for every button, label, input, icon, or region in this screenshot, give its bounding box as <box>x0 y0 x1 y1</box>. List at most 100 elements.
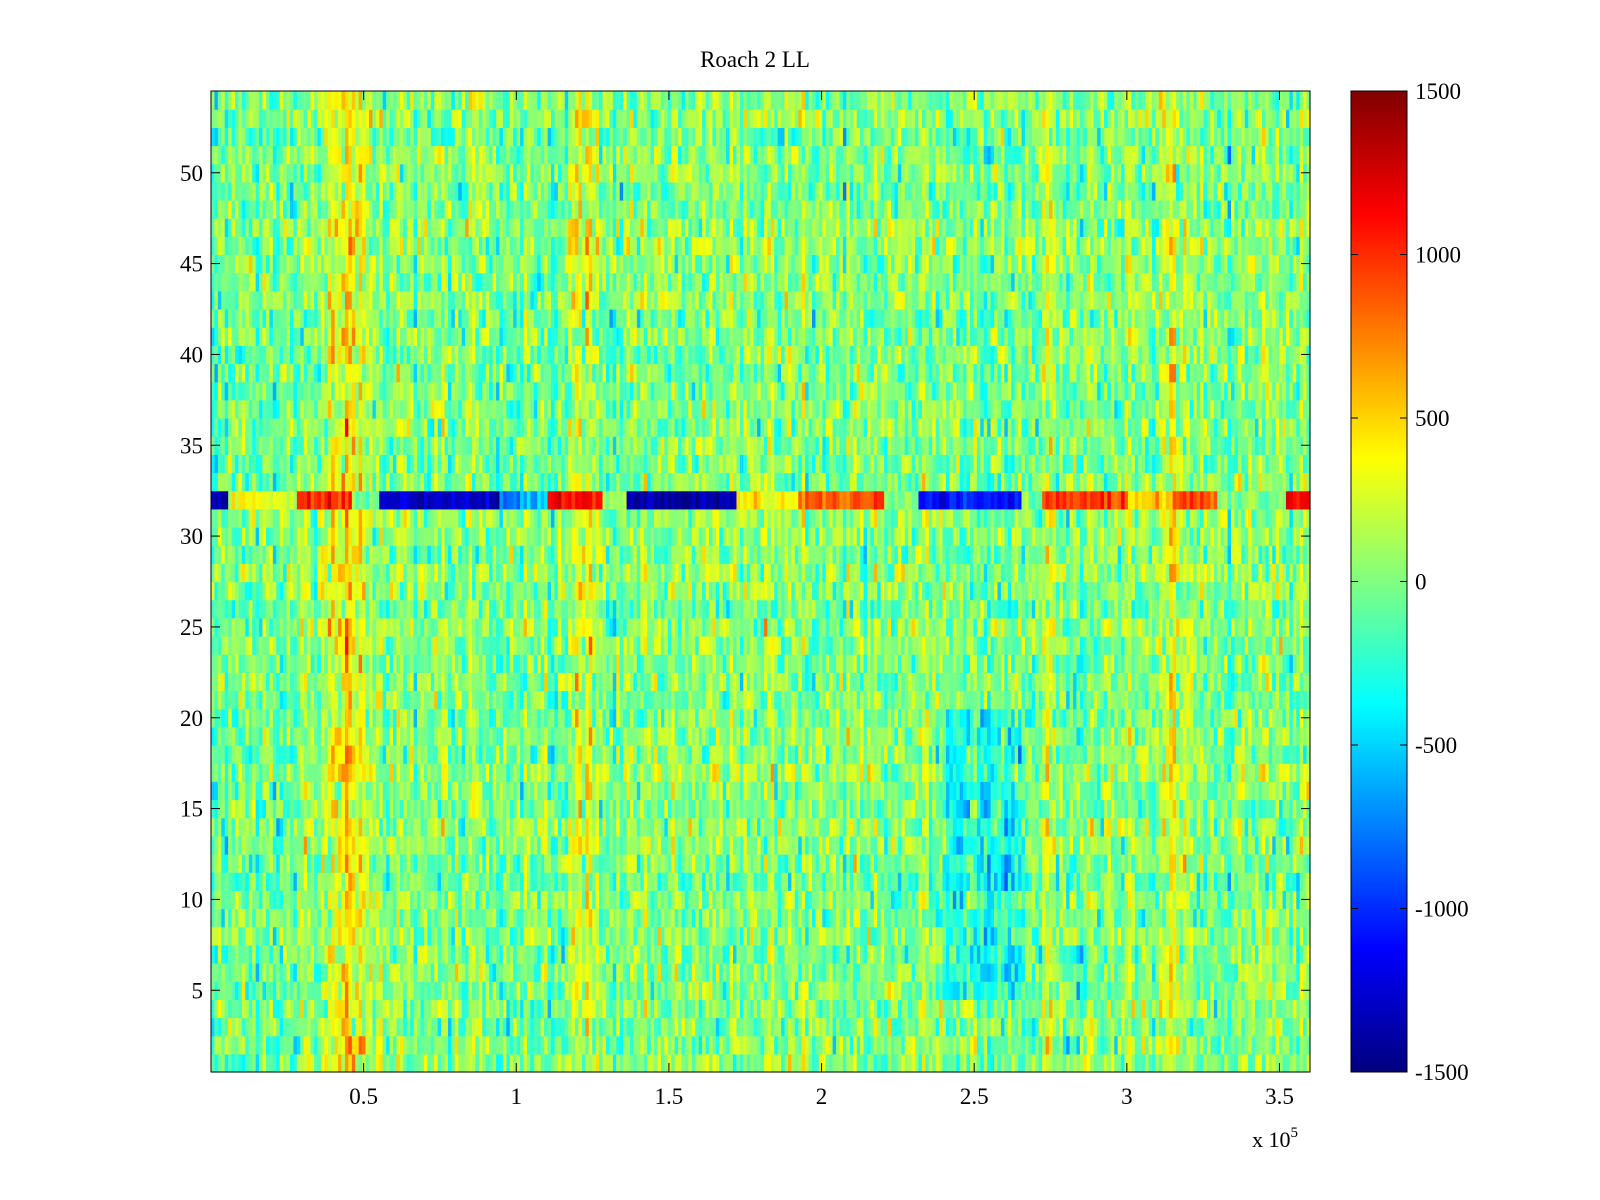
heat-cell <box>568 1054 572 1073</box>
heat-cell <box>297 999 301 1018</box>
heat-cell <box>465 999 469 1018</box>
heat-cell <box>1200 999 1204 1018</box>
heat-cell <box>664 963 668 982</box>
heat-cell <box>1286 1018 1290 1037</box>
heat-cell <box>1152 999 1156 1018</box>
heat-cell <box>290 999 294 1018</box>
heat-cell <box>723 1054 727 1073</box>
heat-cell <box>1197 999 1201 1018</box>
heat-cell <box>1238 1018 1242 1037</box>
heat-cell <box>1059 999 1063 1018</box>
heat-cell <box>1066 1018 1070 1037</box>
heat-cell <box>1087 963 1091 982</box>
heat-cell <box>527 999 531 1018</box>
heat-cell <box>960 1036 964 1055</box>
heat-cell <box>1035 963 1039 982</box>
heat-cell <box>517 1036 521 1055</box>
heat-cell <box>228 1054 232 1073</box>
heat-cell <box>1231 1036 1235 1055</box>
heat-cell <box>530 999 534 1018</box>
heat-cell <box>1032 1036 1036 1055</box>
heat-cell <box>362 1036 366 1055</box>
heat-cell <box>761 999 765 1018</box>
heat-cell <box>671 1054 675 1073</box>
heat-cell <box>991 963 995 982</box>
heat-cell <box>1258 1036 1262 1055</box>
heat-cell <box>245 981 249 1000</box>
heat-cell <box>386 981 390 1000</box>
heat-cell <box>479 1054 483 1073</box>
heat-cell <box>853 1054 857 1073</box>
heat-cell <box>1125 963 1129 982</box>
heat-cell <box>699 1036 703 1055</box>
heat-cell <box>414 963 418 982</box>
heat-cell <box>304 999 308 1018</box>
heat-cell <box>304 981 308 1000</box>
heat-cell <box>994 1054 998 1073</box>
heat-cell <box>1128 1018 1132 1037</box>
heat-cell <box>575 963 579 982</box>
heat-cell <box>1131 1018 1135 1037</box>
heat-cell <box>1015 1018 1019 1037</box>
heat-cell <box>836 1036 840 1055</box>
heat-cell <box>1296 1054 1300 1073</box>
heat-cell <box>469 981 473 1000</box>
heat-cell <box>1207 963 1211 982</box>
heat-cell <box>657 1036 661 1055</box>
heat-cell <box>465 1054 469 1073</box>
heat-cell <box>888 1036 892 1055</box>
heat-cell <box>517 1054 521 1073</box>
heat-cell <box>314 945 318 964</box>
heat-cell <box>366 945 370 964</box>
heat-cell <box>372 945 376 964</box>
heat-cell <box>1097 1054 1101 1073</box>
heat-cell <box>1070 999 1074 1018</box>
heat-cell <box>884 1036 888 1055</box>
heat-cell <box>627 1054 631 1073</box>
heat-cell <box>1262 981 1266 1000</box>
heat-cell <box>997 1036 1001 1055</box>
heat-cell <box>496 1036 500 1055</box>
heat-cell <box>290 1054 294 1073</box>
heat-cell <box>1283 1018 1287 1037</box>
heat-cell <box>396 981 400 1000</box>
heat-cell <box>898 1054 902 1073</box>
heat-cell <box>510 1054 514 1073</box>
heat-cell <box>1183 963 1187 982</box>
heat-cell <box>1052 1036 1056 1055</box>
heat-cell <box>1241 1036 1245 1055</box>
heat-cell <box>1214 981 1218 1000</box>
heat-cell <box>424 1018 428 1037</box>
heat-cell <box>857 1018 861 1037</box>
heat-cell <box>462 1018 466 1037</box>
heat-cell <box>386 999 390 1018</box>
heat-cell <box>342 963 346 982</box>
heat-cell <box>1173 1054 1177 1073</box>
heat-cell <box>479 1036 483 1055</box>
heat-cell <box>335 963 339 982</box>
heat-cell <box>798 999 802 1018</box>
heat-cell <box>256 963 260 982</box>
heat-cell <box>376 1054 380 1073</box>
heat-cell <box>864 963 868 982</box>
heat-cell <box>228 945 232 964</box>
heat-cell <box>709 1054 713 1073</box>
heat-cell <box>455 999 459 1018</box>
heat-cell <box>1094 981 1098 1000</box>
heat-cell <box>362 999 366 1018</box>
heat-cell <box>335 1036 339 1055</box>
heat-cell <box>623 981 627 1000</box>
heat-cell <box>853 963 857 982</box>
heat-cell <box>534 1054 538 1073</box>
heat-cell <box>733 1018 737 1037</box>
heat-cell <box>657 1018 661 1037</box>
heat-cell <box>1279 981 1283 1000</box>
heat-cell <box>293 1036 297 1055</box>
heat-cell <box>366 1036 370 1055</box>
heat-cell <box>403 1054 407 1073</box>
heat-cell <box>225 1018 229 1037</box>
heat-cell <box>1076 981 1080 1000</box>
heat-cell <box>798 1018 802 1037</box>
heat-cell <box>393 999 397 1018</box>
heat-cell <box>582 1018 586 1037</box>
